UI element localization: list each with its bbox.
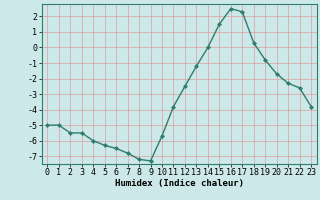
X-axis label: Humidex (Indice chaleur): Humidex (Indice chaleur) <box>115 179 244 188</box>
